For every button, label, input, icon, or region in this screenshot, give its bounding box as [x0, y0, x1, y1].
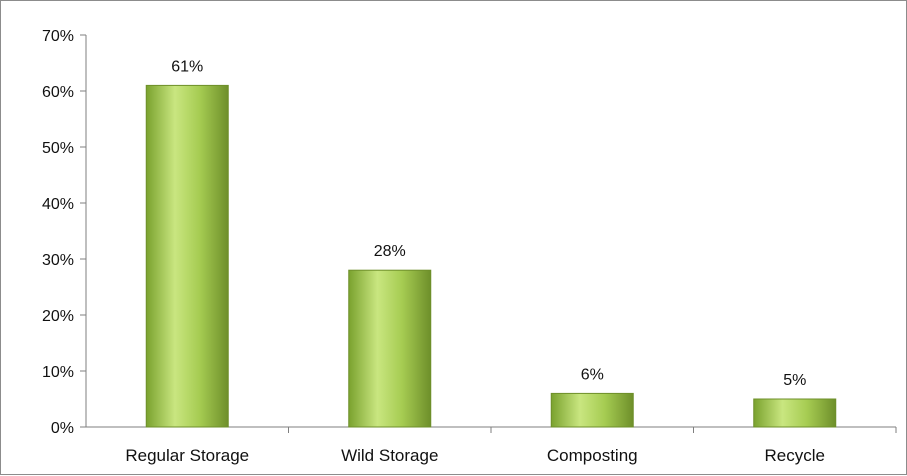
y-tick-label: 50%	[42, 140, 74, 157]
y-tick-label: 60%	[42, 84, 74, 101]
bar-wild-storage	[348, 269, 432, 428]
y-tick-label: 70%	[42, 28, 74, 45]
plot-area: 0% 10% 20% 30% 40% 50% 60% 70% 61% Regular Storag…	[42, 28, 897, 465]
y-tick-label: 0%	[51, 420, 74, 437]
x-category-label: Regular Storage	[125, 446, 249, 465]
bar-regular-storage	[145, 84, 229, 428]
y-tick-label: 10%	[42, 364, 74, 381]
x-category-label: Wild Storage	[341, 446, 438, 465]
bar-composting	[550, 392, 634, 428]
bar-recycle	[753, 398, 837, 428]
data-label: 28%	[374, 243, 406, 260]
data-label: 61%	[171, 58, 203, 75]
y-tick-label: 40%	[42, 196, 74, 213]
y-tick-label: 20%	[42, 308, 74, 325]
data-label: 5%	[783, 372, 806, 389]
y-tick-label: 30%	[42, 252, 74, 269]
x-category-label: Composting	[547, 446, 638, 465]
x-category-label: Recycle	[765, 446, 825, 465]
data-label: 6%	[581, 366, 604, 383]
